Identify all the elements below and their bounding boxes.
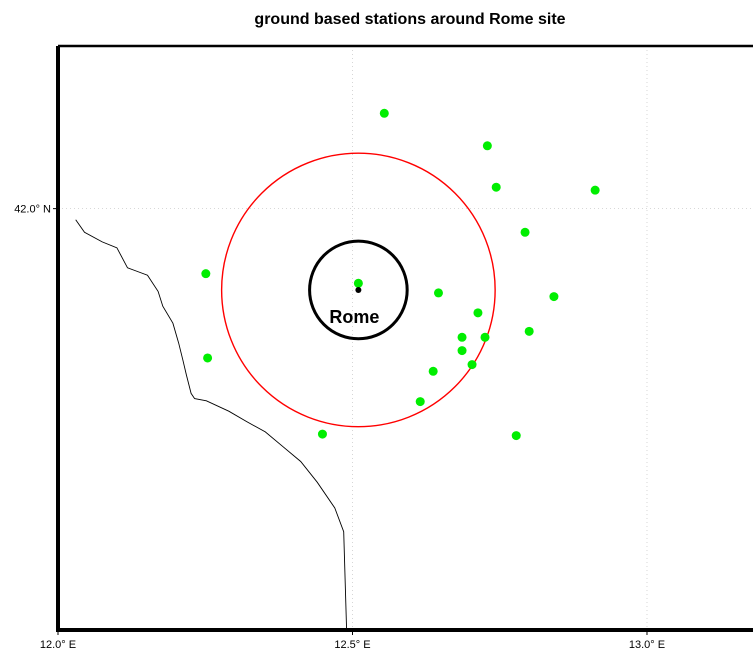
distance-rings — [220, 152, 496, 428]
station-point-1 — [482, 141, 492, 151]
station-point-18 — [317, 429, 327, 439]
stations-layer — [201, 108, 600, 441]
station-point-19 — [511, 431, 521, 441]
station-point-15 — [467, 360, 477, 370]
station-point-0 — [379, 108, 389, 118]
station-point-7 — [433, 288, 443, 298]
station-point-2 — [491, 182, 501, 192]
y-tick-label-0: 42.0° N — [14, 204, 51, 216]
station-point-13 — [457, 346, 467, 356]
distance-ring-1 — [220, 152, 496, 428]
station-point-12 — [480, 332, 490, 342]
station-point-14 — [203, 353, 213, 363]
map-frame — [56, 44, 753, 632]
station-point-8 — [549, 292, 559, 302]
grid-lines — [57, 46, 753, 630]
station-point-11 — [457, 332, 467, 342]
station-point-5 — [201, 269, 211, 279]
x-tick-label-0: 12.0° E — [40, 639, 76, 651]
station-point-9 — [473, 308, 483, 318]
rome-site-marker — [355, 286, 362, 293]
station-point-10 — [524, 326, 534, 336]
x-tick-label-1: 12.5° E — [334, 639, 370, 651]
station-point-16 — [428, 366, 438, 376]
station-point-6 — [353, 278, 363, 288]
x-tick-label-2: 13.0° E — [629, 639, 665, 651]
axis-ticks: 12.0° E 12.5° E 13.0° E 42.0° N — [14, 204, 665, 651]
site-label: Rome — [329, 307, 379, 327]
station-point-4 — [520, 227, 530, 237]
coastline — [75, 219, 348, 631]
station-point-17 — [415, 397, 425, 407]
map-title: ground based stations around Rome site — [254, 11, 565, 28]
station-point-3 — [590, 185, 600, 195]
distance-ring-0 — [308, 239, 409, 341]
